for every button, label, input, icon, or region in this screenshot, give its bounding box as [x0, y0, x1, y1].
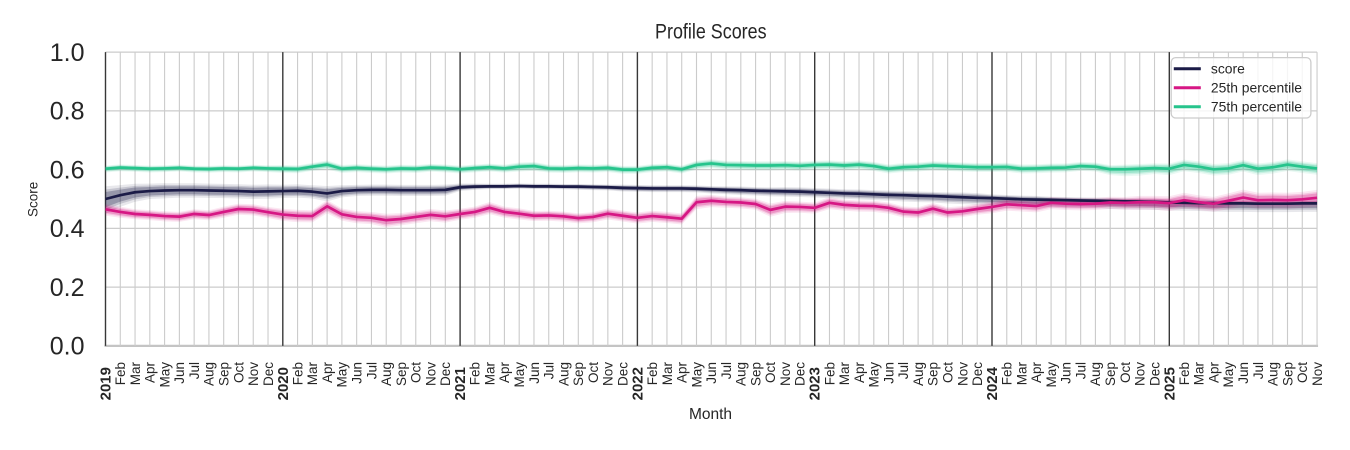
svg-text:Apr: Apr [143, 362, 158, 384]
svg-text:Nov: Nov [1133, 362, 1148, 386]
svg-text:Feb: Feb [822, 362, 837, 385]
svg-text:May: May [867, 362, 882, 388]
svg-text:Oct: Oct [586, 362, 601, 383]
svg-text:Apr: Apr [320, 362, 335, 384]
svg-text:Profile Scores: Profile Scores [655, 19, 767, 43]
svg-text:Score: Score [25, 182, 40, 217]
svg-text:Mar: Mar [1014, 361, 1029, 385]
svg-text:Jun: Jun [527, 362, 542, 384]
svg-text:Mar: Mar [305, 361, 320, 385]
svg-text:Nov: Nov [601, 362, 616, 386]
svg-text:2023: 2023 [807, 367, 824, 400]
svg-text:Aug: Aug [379, 362, 394, 386]
svg-text:Oct: Oct [409, 362, 424, 383]
svg-text:May: May [157, 362, 172, 388]
svg-text:Feb: Feb [1000, 362, 1015, 385]
svg-text:Sep: Sep [1280, 362, 1295, 386]
svg-text:Nov: Nov [778, 362, 793, 386]
svg-text:Jun: Jun [349, 362, 364, 384]
svg-text:Nov: Nov [955, 362, 970, 386]
svg-text:Jul: Jul [1251, 362, 1266, 379]
svg-text:May: May [1044, 362, 1059, 388]
svg-text:Sep: Sep [217, 362, 232, 386]
svg-text:Jul: Jul [719, 362, 734, 379]
svg-text:Dec: Dec [261, 362, 276, 386]
svg-text:Sep: Sep [748, 362, 763, 386]
svg-text:25th percentile: 25th percentile [1211, 79, 1302, 95]
svg-text:Oct: Oct [763, 362, 778, 383]
svg-text:Mar: Mar [1192, 361, 1207, 385]
svg-text:Feb: Feb [290, 362, 305, 385]
svg-text:Mar: Mar [128, 361, 143, 385]
svg-text:Dec: Dec [970, 362, 985, 386]
svg-text:Mar: Mar [660, 361, 675, 385]
svg-text:Mar: Mar [837, 361, 852, 385]
svg-text:Sep: Sep [1103, 362, 1118, 386]
svg-text:Apr: Apr [1206, 362, 1221, 384]
svg-text:Month: Month [689, 406, 732, 423]
svg-text:May: May [335, 362, 350, 388]
svg-text:75th percentile: 75th percentile [1211, 98, 1302, 114]
svg-text:Feb: Feb [645, 362, 660, 385]
svg-text:Nov: Nov [1310, 362, 1325, 386]
svg-text:Apr: Apr [675, 362, 690, 384]
svg-text:Jul: Jul [542, 362, 557, 379]
svg-text:Jun: Jun [1236, 362, 1251, 384]
svg-text:Aug: Aug [734, 362, 749, 386]
svg-text:Nov: Nov [246, 362, 261, 386]
svg-text:2022: 2022 [629, 367, 646, 400]
svg-text:2025: 2025 [1161, 367, 1178, 400]
svg-text:1.0: 1.0 [50, 39, 85, 67]
svg-text:Oct: Oct [231, 362, 246, 383]
svg-text:Aug: Aug [911, 362, 926, 386]
svg-text:2021: 2021 [452, 367, 469, 400]
svg-text:Jun: Jun [881, 362, 896, 384]
svg-text:2020: 2020 [275, 367, 292, 400]
svg-text:Oct: Oct [1295, 362, 1310, 383]
svg-text:Oct: Oct [1118, 362, 1133, 383]
svg-text:May: May [689, 362, 704, 388]
svg-text:Apr: Apr [1029, 362, 1044, 384]
svg-text:Feb: Feb [1177, 362, 1192, 385]
svg-text:Dec: Dec [793, 362, 808, 386]
svg-text:Dec: Dec [438, 362, 453, 386]
svg-text:0.8: 0.8 [50, 98, 85, 126]
svg-text:2019: 2019 [98, 367, 115, 400]
svg-text:Jul: Jul [896, 362, 911, 379]
svg-text:Jul: Jul [364, 362, 379, 379]
svg-text:Sep: Sep [394, 362, 409, 386]
svg-text:Dec: Dec [615, 362, 630, 386]
svg-text:0.6: 0.6 [50, 156, 85, 184]
svg-text:Jun: Jun [704, 362, 719, 384]
svg-text:Apr: Apr [497, 362, 512, 384]
svg-text:Aug: Aug [556, 362, 571, 386]
svg-text:score: score [1211, 60, 1245, 76]
svg-text:0.0: 0.0 [50, 333, 85, 361]
svg-text:Jun: Jun [1059, 362, 1074, 384]
svg-text:2024: 2024 [984, 366, 1001, 400]
svg-text:Sep: Sep [926, 362, 941, 386]
svg-text:Jul: Jul [1073, 362, 1088, 379]
svg-text:Oct: Oct [940, 362, 955, 383]
svg-text:0.2: 0.2 [50, 274, 85, 302]
svg-text:Aug: Aug [202, 362, 217, 386]
svg-text:Apr: Apr [852, 362, 867, 384]
svg-text:Jun: Jun [172, 362, 187, 384]
svg-text:Mar: Mar [482, 361, 497, 385]
svg-text:Sep: Sep [571, 362, 586, 386]
svg-text:Aug: Aug [1088, 362, 1103, 386]
svg-text:0.4: 0.4 [50, 215, 85, 243]
svg-text:Feb: Feb [113, 362, 128, 385]
svg-text:Nov: Nov [423, 362, 438, 386]
svg-text:Jul: Jul [187, 362, 202, 379]
svg-text:May: May [512, 362, 527, 388]
svg-text:May: May [1221, 362, 1236, 388]
svg-text:Dec: Dec [1147, 362, 1162, 386]
svg-text:Feb: Feb [468, 362, 483, 385]
svg-text:Aug: Aug [1266, 362, 1281, 386]
